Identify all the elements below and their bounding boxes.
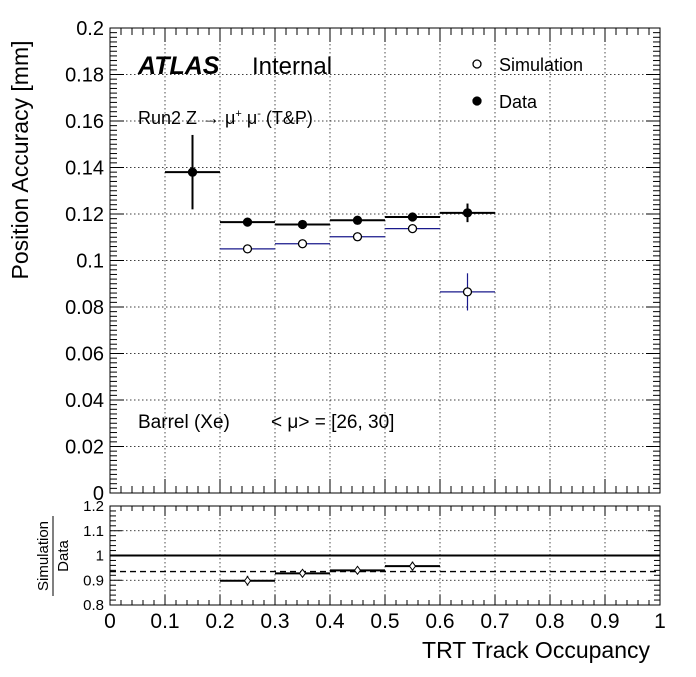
main-y-tick-label: 0.16 bbox=[65, 111, 104, 133]
ratio-point bbox=[408, 561, 417, 571]
ratio-y-tick-label: 1.2 bbox=[83, 498, 104, 515]
legend-data-marker bbox=[472, 96, 482, 106]
ratio-point bbox=[353, 565, 362, 576]
ratio-series-simulation-over-data bbox=[220, 561, 440, 586]
x-tick-label: 0.4 bbox=[315, 610, 345, 633]
x-tick-label: 0.8 bbox=[535, 610, 564, 633]
main-series bbox=[165, 134, 495, 311]
main-y-tick-label: 0.08 bbox=[65, 297, 104, 319]
ratio-y-tick-label: 0.9 bbox=[83, 572, 104, 589]
main-ticks bbox=[109, 27, 661, 494]
ratio-y-tick-labels: 0.8 0.9 1 1.1 1.2 bbox=[83, 498, 104, 614]
main-y-tick-label: 0.1 bbox=[76, 251, 104, 273]
main-y-tick-labels: 0 0.02 0.04 0.06 0.08 0.1 0.12 0.14 0.16 0.18 0.2 bbox=[65, 18, 104, 505]
data-point bbox=[187, 167, 198, 177]
pileup-label: < μ> = [26, 30] bbox=[271, 412, 394, 433]
simulation-point bbox=[297, 239, 308, 249]
process-sup2: - bbox=[257, 108, 261, 120]
ratio-reference-lines bbox=[110, 554, 660, 573]
data-point bbox=[352, 215, 363, 225]
simulation-point bbox=[352, 232, 363, 242]
x-tick-label: 1 bbox=[654, 610, 666, 633]
main-y-tick-label: 0.06 bbox=[65, 344, 104, 366]
main-frame bbox=[109, 27, 661, 494]
atlas-label: ATLAS bbox=[137, 52, 220, 80]
x-tick-label: 0.7 bbox=[480, 610, 509, 633]
x-tick-label: 0.6 bbox=[425, 610, 454, 633]
main-y-tick-label: 0.04 bbox=[65, 390, 104, 412]
main-y-axis-label: Position Accuracy [mm] bbox=[7, 40, 33, 279]
ratio-point bbox=[298, 568, 307, 579]
process-sup1: + bbox=[235, 108, 241, 120]
ratio-y-numerator: Simulation bbox=[35, 521, 52, 591]
series-simulation bbox=[220, 223, 495, 311]
ratio-y-tick-label: 0.8 bbox=[83, 597, 104, 614]
region-label: Barrel (Xe) bbox=[138, 412, 230, 433]
main-y-tick-label: 0 bbox=[93, 483, 104, 505]
main-grid bbox=[110, 28, 660, 493]
process-arrow: → bbox=[202, 108, 220, 128]
ratio-y-tick-label: 1.1 bbox=[83, 523, 104, 540]
legend-simulation-label: Simulation bbox=[499, 55, 583, 75]
ratio-series bbox=[220, 561, 440, 586]
legend-simulation-marker bbox=[472, 59, 482, 69]
process-mu2: μ bbox=[242, 108, 257, 128]
x-tick-label: 0.1 bbox=[150, 610, 179, 633]
series-data bbox=[165, 134, 495, 230]
x-tick-label: 0 bbox=[104, 610, 116, 633]
ratio-y-denominator: Data bbox=[55, 540, 72, 572]
internal-label: Internal bbox=[252, 53, 332, 80]
ratio-y-axis-label: Simulation Data bbox=[35, 516, 72, 596]
main-y-tick-label: 0.14 bbox=[65, 158, 104, 180]
simulation-point bbox=[242, 244, 253, 254]
x-tick-label: 0.2 bbox=[205, 610, 234, 633]
process-suffix: (T&P) bbox=[261, 108, 313, 128]
main-y-tick-label: 0.12 bbox=[65, 204, 104, 226]
main-y-tick-label: 0.18 bbox=[65, 65, 104, 87]
ratio-y-tick-label: 1 bbox=[96, 548, 104, 565]
main-y-tick-label: 0.02 bbox=[65, 437, 104, 459]
data-point bbox=[297, 219, 308, 230]
simulation-point bbox=[407, 223, 418, 234]
ratio-point bbox=[243, 575, 252, 586]
x-tick-label: 0.5 bbox=[370, 610, 399, 633]
main-y-tick-label: 0.2 bbox=[76, 18, 104, 40]
x-tick-label: 0.3 bbox=[260, 610, 289, 633]
ratio-frame bbox=[109, 505, 661, 606]
process-prefix: Run2 Z bbox=[138, 108, 202, 128]
x-axis-label: TRT Track Occupancy bbox=[422, 637, 650, 663]
data-point bbox=[462, 208, 473, 218]
data-point bbox=[407, 212, 418, 222]
legend: Simulation Data bbox=[472, 55, 583, 112]
x-tick-label: 0.9 bbox=[590, 610, 619, 633]
x-tick-labels: 0 0.1 0.2 0.3 0.4 0.5 0.6 0.7 0.8 0.9 1 bbox=[104, 610, 666, 633]
process-label: Run2 Z → μ+ μ- (T&P) bbox=[138, 108, 313, 128]
process-mu1: μ bbox=[220, 108, 235, 128]
legend-data-label: Data bbox=[499, 92, 538, 112]
data-point bbox=[242, 217, 253, 227]
simulation-point bbox=[462, 287, 473, 297]
